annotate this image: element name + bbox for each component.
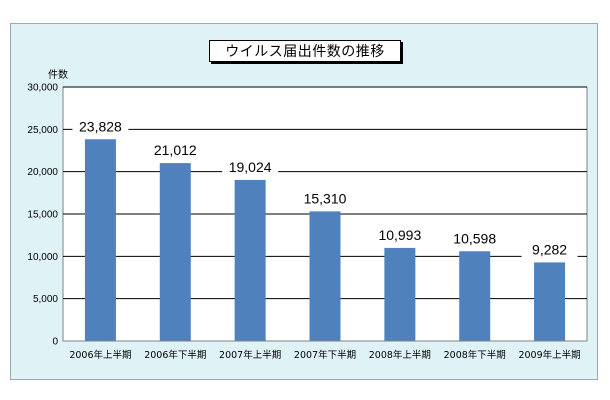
bar <box>459 251 491 341</box>
x-tick-label: 2008年下半期 <box>444 349 506 361</box>
y-axis-ticks: 0 5,000 10,000 15,000 20,000 25,000 30,000 <box>27 83 58 348</box>
y-tick-label: 15,000 <box>27 210 58 221</box>
y-tick-label: 30,000 <box>27 83 58 94</box>
y-axis-label: 件数 <box>48 70 68 81</box>
bar <box>159 163 191 341</box>
data-label: 23,828 <box>79 118 122 134</box>
data-label-background <box>222 157 279 176</box>
data-label-background <box>446 229 503 248</box>
y-tick-label: 25,000 <box>27 125 58 136</box>
data-label: 9,282 <box>532 241 567 257</box>
bar <box>384 247 416 341</box>
data-label: 21,012 <box>154 142 197 158</box>
x-tick-label: 2009年上半期 <box>518 349 580 361</box>
x-tick-label: 2006年下半期 <box>144 349 206 361</box>
data-label-background <box>147 141 204 160</box>
y-tick-label: 5,000 <box>33 294 58 305</box>
data-label-background <box>521 240 578 259</box>
bar <box>309 211 341 341</box>
x-tick-label: 2006年上半期 <box>69 349 131 361</box>
y-tick-label: 10,000 <box>27 252 58 263</box>
data-labels: 23,828 21,012 19,024 15,310 10,993 10,598 9,28… <box>72 117 578 259</box>
data-label-background <box>297 189 353 208</box>
chart-title-text: ウイルス届出件数の推移 <box>225 44 385 60</box>
x-tick-label: 2008年上半期 <box>369 349 431 361</box>
chart-title: ウイルス届出件数の推移 <box>209 40 401 62</box>
data-label: 10,598 <box>453 230 496 246</box>
data-label: 15,310 <box>304 190 347 206</box>
x-tick-label: 2007年上半期 <box>219 349 281 361</box>
bar <box>234 179 266 341</box>
x-axis-ticks: 2006年上半期 2006年下半期 2007年上半期 2007年下半期 2008年上半期… <box>69 349 580 361</box>
y-tick-label: 20,000 <box>27 167 58 178</box>
x-tick-label: 2007年下半期 <box>294 349 356 361</box>
data-label-background <box>72 117 129 136</box>
bar <box>84 139 116 341</box>
data-label-background <box>371 225 428 244</box>
bars <box>84 139 566 341</box>
bar <box>534 262 566 341</box>
data-label: 10,993 <box>378 227 421 243</box>
y-tick-label: 0 <box>52 337 58 348</box>
data-label: 19,024 <box>229 159 272 175</box>
